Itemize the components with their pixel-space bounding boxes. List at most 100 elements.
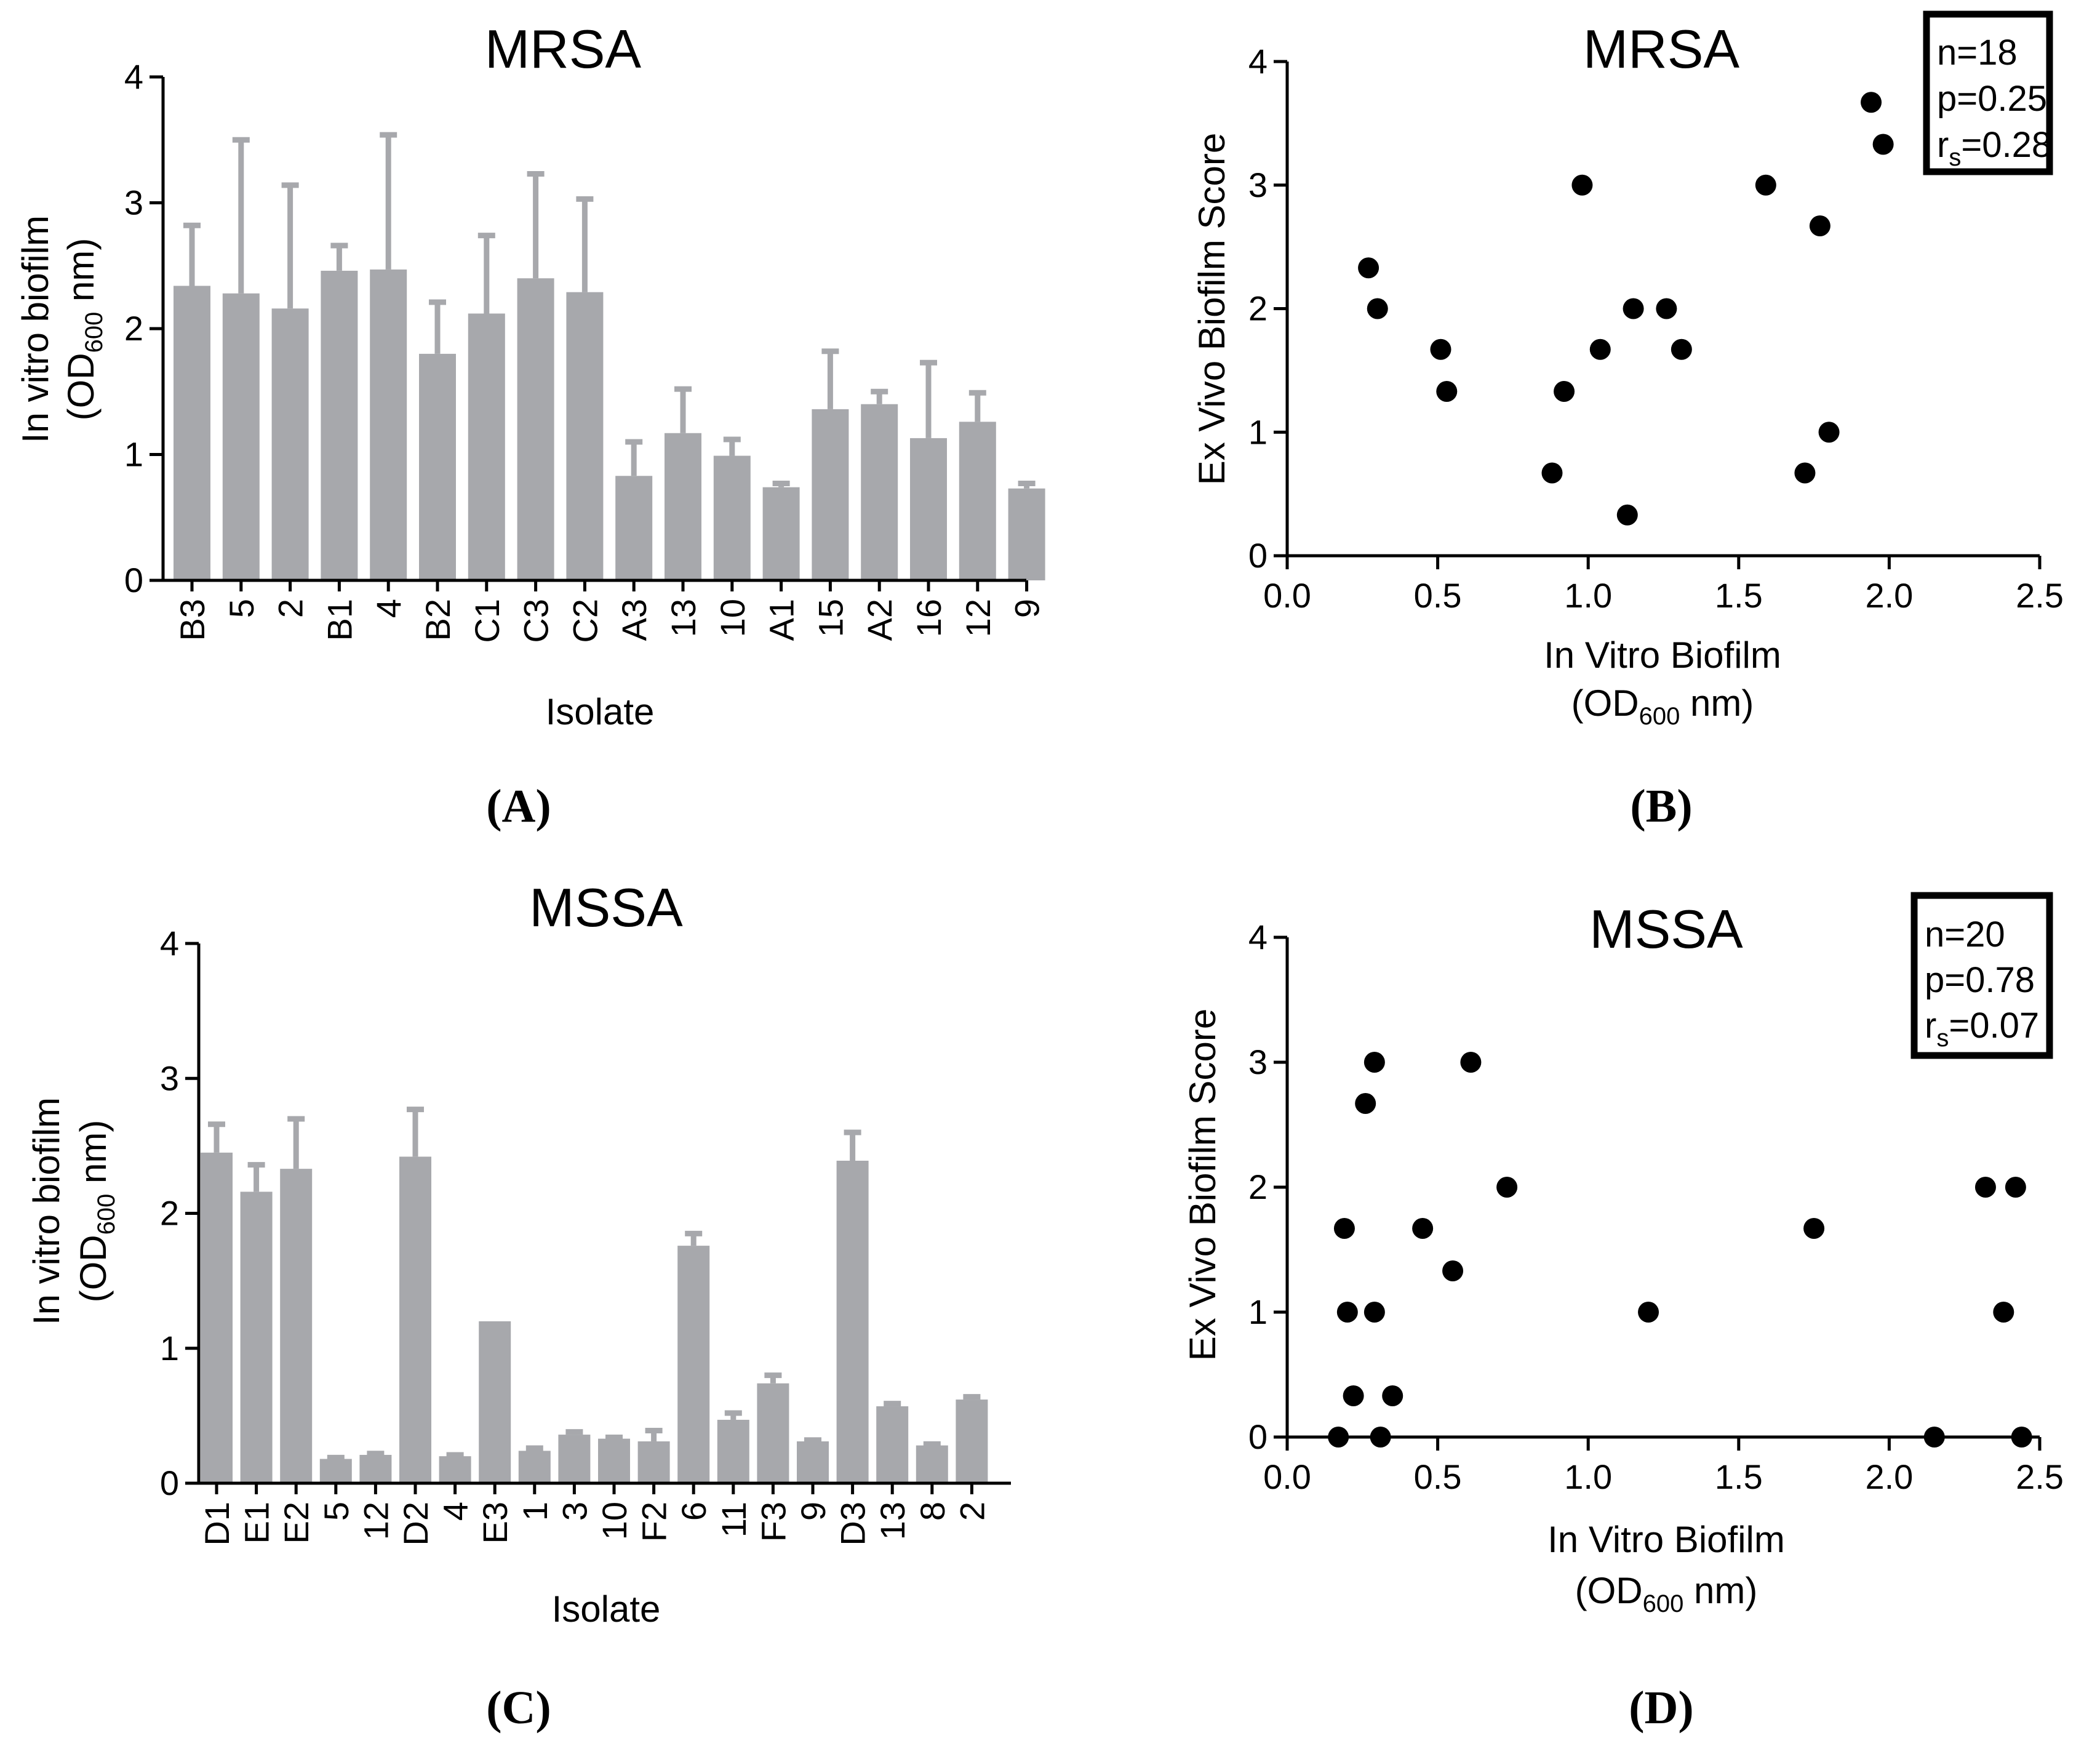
c-ytick-label: 1: [160, 1329, 179, 1368]
panel-c-x-categories: D1 E1 E2 5 12 D2 4 E3 1 3 10 F2 6 11 F3 9 D3 13 8 2: [198, 1483, 991, 1546]
d-data-point: [1442, 1260, 1464, 1282]
b-data-point: [1589, 338, 1611, 360]
panel-a-ylabel-line1: In vitro biofilm: [15, 215, 56, 443]
panel-b-stat-n: n=18: [1937, 33, 2018, 73]
panel-d-x-ticks: 0.0 0.5 1.0 1.5 2.0 2.5: [1263, 1437, 2064, 1496]
d-ytick-label: 2: [1248, 1167, 1268, 1206]
bar-D1: [201, 1152, 233, 1483]
category-label-9: 9: [794, 1502, 832, 1521]
category-label-A3: A3: [615, 599, 653, 641]
category-label-11: 11: [714, 1502, 753, 1537]
c-ytick-label: 0: [160, 1464, 179, 1502]
category-label-B2: B2: [418, 599, 457, 641]
bar-11: [717, 1419, 749, 1483]
d-data-point: [1363, 1052, 1385, 1073]
bar-9: [797, 1441, 829, 1483]
category-label-4: 4: [369, 599, 408, 618]
category-label-C3: C3: [517, 599, 556, 643]
d-ytick-label: 1: [1248, 1292, 1268, 1331]
panel-a-title: MRSA: [485, 18, 642, 79]
b-xtick-label: 0.0: [1263, 576, 1311, 615]
bar-1: [518, 1451, 551, 1483]
panel-d-title: MSSA: [1589, 899, 1743, 959]
panel-a-x-categories: B3 5 2 B1 4 B2 C1 C3 C2 A3 13 10 A1 15 A2 16 12 9: [173, 580, 1047, 643]
d-ytick-label: 3: [1248, 1043, 1268, 1081]
b-ytick-label: 2: [1248, 289, 1268, 328]
panel-c-xlabel: Isolate: [552, 1588, 661, 1630]
bar-E3: [479, 1321, 511, 1483]
panel-d-mssa-scatter-plot: MSSA 0 1 2 3 4 0.0 0.5 1.0 1.5 2.0 2.5 n=20 p=0.7…: [1182, 892, 2064, 1734]
b-ytick-label: 1: [1248, 412, 1268, 451]
panel-c-y-ticks: 0 1 2 3 4: [160, 924, 199, 1502]
category-label-12: 12: [356, 1502, 395, 1540]
d-data-point: [1343, 1385, 1364, 1407]
panel-c-bars: [201, 1107, 988, 1483]
panel-b-xlabel-line2: (OD600 nm): [1571, 683, 1754, 730]
d-data-point: [1370, 1427, 1391, 1448]
b-xtick-label: 1.0: [1564, 576, 1612, 615]
bar-4: [439, 1456, 471, 1483]
category-label-E1: E1: [238, 1502, 276, 1544]
c-ytick-label: 4: [160, 924, 179, 963]
panel-b-points: [1358, 92, 1894, 526]
bar-16: [910, 438, 947, 580]
b-ytick-label: 3: [1248, 166, 1268, 204]
b-data-point: [1755, 174, 1776, 196]
panel-b-x-ticks: 0.0 0.5 1.0 1.5 2.0 2.5: [1263, 556, 2064, 615]
panel-b-y-ticks: 0 1 2 3 4: [1248, 42, 1287, 575]
panel-b-stat-p: p=0.25: [1937, 79, 2047, 119]
bar-2: [956, 1400, 988, 1483]
panel-a-label: (A): [486, 780, 551, 832]
panel-d-stats-box: [1910, 892, 2053, 1059]
b-data-point: [1554, 381, 1575, 402]
b-data-point: [1656, 298, 1677, 319]
d-ytick-label: 0: [1248, 1417, 1268, 1456]
panel-d-ylabel: Ex Vivo Biofilm Score: [1182, 1009, 1223, 1361]
bar-10: [598, 1438, 630, 1483]
bar-C2: [566, 292, 604, 580]
a-ytick-label: 2: [124, 309, 143, 348]
a-ytick-label: 3: [124, 183, 143, 222]
panel-b-title: MRSA: [1583, 18, 1740, 79]
category-label-16: 16: [909, 599, 948, 637]
category-label-13: 13: [664, 599, 703, 637]
bar-13: [876, 1406, 909, 1483]
category-label-B1: B1: [320, 599, 359, 641]
b-data-point: [1794, 462, 1816, 484]
bar-A1: [762, 487, 800, 580]
panel-b-label: (B): [1630, 780, 1692, 832]
bar-B1: [321, 270, 358, 580]
category-label-5: 5: [222, 599, 261, 618]
d-data-point: [1382, 1385, 1403, 1407]
d-data-point: [1412, 1217, 1434, 1239]
panel-d-label: (D): [1629, 1682, 1694, 1734]
b-data-point: [1671, 338, 1692, 360]
bar-5: [222, 293, 260, 580]
bar-15: [812, 409, 849, 580]
category-label-2: 2: [952, 1502, 991, 1521]
panel-d-xlabel-line2: (OD600 nm): [1575, 1570, 1758, 1617]
panel-c-title: MSSA: [529, 877, 683, 938]
d-xtick-label: 1.5: [1715, 1457, 1763, 1496]
b-xtick-label: 2.0: [1865, 576, 1913, 615]
b-data-point: [1358, 257, 1379, 279]
category-label-6: 6: [674, 1502, 713, 1521]
bar-9: [1008, 488, 1045, 580]
bar-10: [713, 455, 751, 580]
category-label-F3: F3: [754, 1502, 792, 1542]
bar-B2: [419, 353, 456, 580]
b-ytick-label: 4: [1248, 42, 1268, 81]
d-data-point: [2011, 1427, 2032, 1448]
b-data-point: [1623, 298, 1644, 319]
panel-c-ylabel-line1: In vitro biofilm: [26, 1097, 67, 1325]
category-label-D1: D1: [198, 1502, 236, 1546]
bar-E1: [240, 1191, 273, 1483]
bar-F3: [757, 1383, 789, 1483]
bar-B3: [174, 286, 210, 580]
b-data-point: [1872, 134, 1894, 155]
category-label-B3: B3: [173, 599, 212, 641]
d-data-point: [1638, 1302, 1659, 1323]
bar-C3: [517, 278, 554, 580]
category-label-C1: C1: [468, 599, 506, 643]
panel-c-ylabel-line2: (OD600 nm): [73, 1120, 120, 1303]
